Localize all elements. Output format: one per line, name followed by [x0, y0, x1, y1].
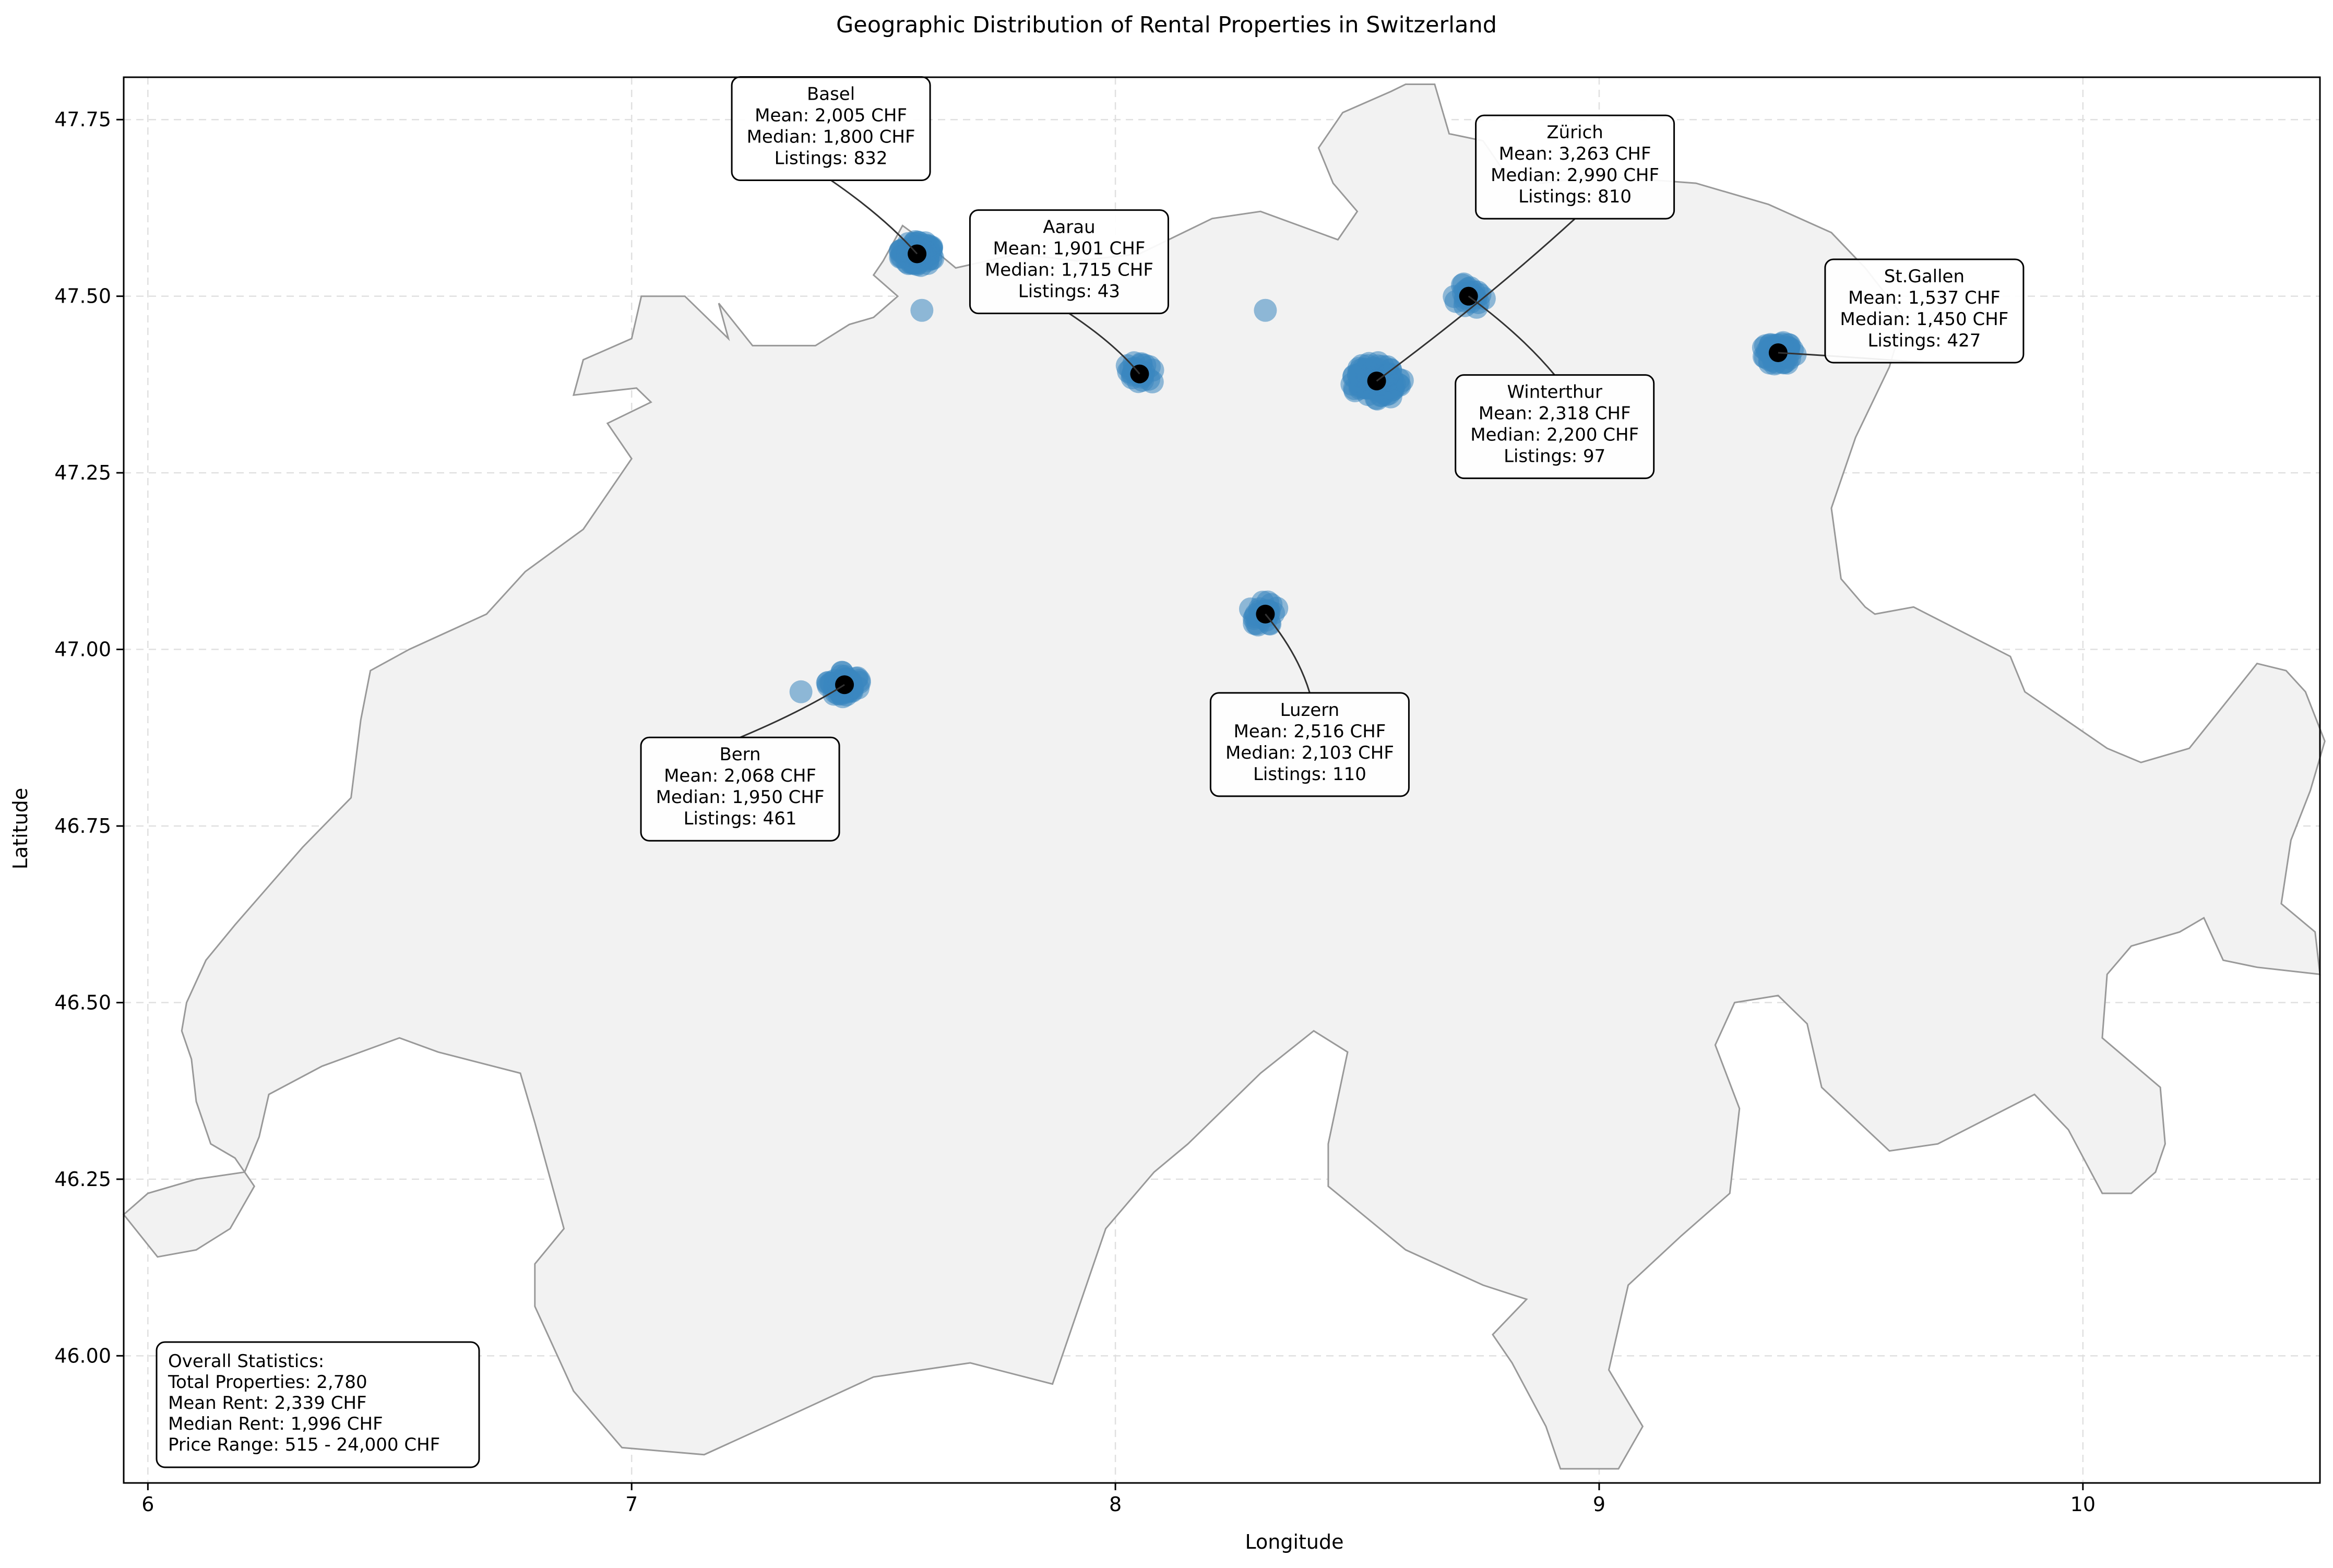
- annotation-line: Listings: 43: [1018, 281, 1120, 302]
- annotation-line: Mean: 2,005 CHF: [755, 105, 907, 126]
- annotation-line: Listings: 810: [1518, 186, 1632, 207]
- chart-title: Geographic Distribution of Rental Proper…: [836, 12, 1497, 38]
- y-tick-label: 47.00: [54, 638, 111, 661]
- annotation-line: Bern: [719, 744, 760, 765]
- annotation-line: Mean: 2,068 CHF: [664, 765, 816, 786]
- annotation-box: [1209, 692, 1410, 797]
- annotation-arrow: [740, 684, 845, 738]
- annotation-arrow: [1265, 613, 1311, 693]
- y-tick-label: 47.25: [54, 461, 111, 484]
- y-tick-label: 47.50: [54, 285, 111, 308]
- x-tick-label: 9: [1593, 1493, 1605, 1516]
- annotation-line: Winterthur: [1507, 382, 1602, 403]
- y-tick-label: 46.50: [54, 991, 111, 1014]
- x-tick-label: 7: [625, 1493, 638, 1516]
- annotation-arrow: [1376, 218, 1576, 382]
- axis-ticks: 6 7 8 9 10 46.00 46.25 46.50 46.75 47.00 47.25 47.5…: [54, 108, 2096, 1516]
- listing-point: [1364, 387, 1388, 410]
- annotation-box: [1824, 258, 2025, 364]
- stats-line: Overall Statistics:: [168, 1351, 324, 1372]
- annotation-box: [1455, 374, 1655, 480]
- listing-point: [1390, 369, 1414, 392]
- stats-line: Total Properties: 2,780: [168, 1372, 367, 1393]
- stats-box-frame: [156, 1341, 480, 1468]
- stats-line: Price Range: 515 - 24,000 CHF: [168, 1434, 440, 1455]
- x-tick-label: 8: [1109, 1493, 1122, 1516]
- annotation-line: Listings: 461: [684, 808, 797, 829]
- y-tick-label: 46.25: [54, 1168, 111, 1191]
- listing-point: [1254, 298, 1277, 322]
- annotation-line: Median: 1,715 CHF: [985, 260, 1153, 281]
- annotation-line: Listings: 97: [1504, 446, 1605, 467]
- listing-point: [910, 298, 934, 322]
- y-tick-label: 46.75: [54, 815, 111, 837]
- annotation-line: Listings: 427: [1867, 330, 1981, 351]
- annotation-line: Median: 1,450 CHF: [1840, 309, 2008, 330]
- annotation-box: [969, 209, 1169, 315]
- annotation-line: Mean: 2,516 CHF: [1233, 721, 1386, 742]
- annotation-line: Luzern: [1280, 700, 1340, 721]
- annotation-arrow: [830, 179, 918, 255]
- annotation-line: Median: 2,990 CHF: [1491, 165, 1659, 186]
- y-tick-label: 46.00: [54, 1344, 111, 1367]
- annotation-line: Aarau: [1043, 217, 1095, 238]
- stats-line: Median Rent: 1,996 CHF: [168, 1414, 383, 1434]
- annotation-line: Median: 2,200 CHF: [1470, 425, 1639, 446]
- annotation-line: Basel: [807, 83, 855, 104]
- annotation-box: [1475, 114, 1675, 220]
- x-tick-label: 10: [2070, 1493, 2096, 1516]
- annotation-line: Mean: 2,318 CHF: [1479, 403, 1631, 424]
- annotation-line: Mean: 1,901 CHF: [993, 238, 1145, 259]
- annotation-line: Zürich: [1546, 122, 1603, 143]
- annotation-arrow: [1068, 313, 1140, 375]
- y-axis-label: Latitude: [9, 788, 32, 869]
- x-tick-label: 6: [141, 1493, 154, 1516]
- annotation-line: Listings: 110: [1253, 764, 1366, 785]
- annotation-line: St.Gallen: [1884, 266, 1965, 287]
- listing-point: [789, 680, 813, 703]
- annotation-line: Median: 1,950 CHF: [656, 787, 825, 808]
- annotation-line: Median: 1,800 CHF: [747, 126, 915, 147]
- x-axis-label: Longitude: [1245, 1530, 1344, 1553]
- overall-statistics-box: Overall Statistics:Total Properties: 2,7…: [156, 1341, 480, 1468]
- annotation-line: Mean: 3,263 CHF: [1499, 143, 1651, 164]
- annotation-line: Listings: 832: [775, 148, 888, 169]
- plot-frame: [123, 76, 2321, 1484]
- annotation-line: Median: 2,103 CHF: [1225, 743, 1394, 763]
- y-tick-label: 47.75: [54, 108, 111, 131]
- stats-line: Mean Rent: 2,339 CHF: [168, 1393, 367, 1414]
- annotation-line: Mean: 1,537 CHF: [1848, 288, 2001, 308]
- annotation-arrow: [1468, 295, 1555, 376]
- annotation-box: [640, 736, 840, 842]
